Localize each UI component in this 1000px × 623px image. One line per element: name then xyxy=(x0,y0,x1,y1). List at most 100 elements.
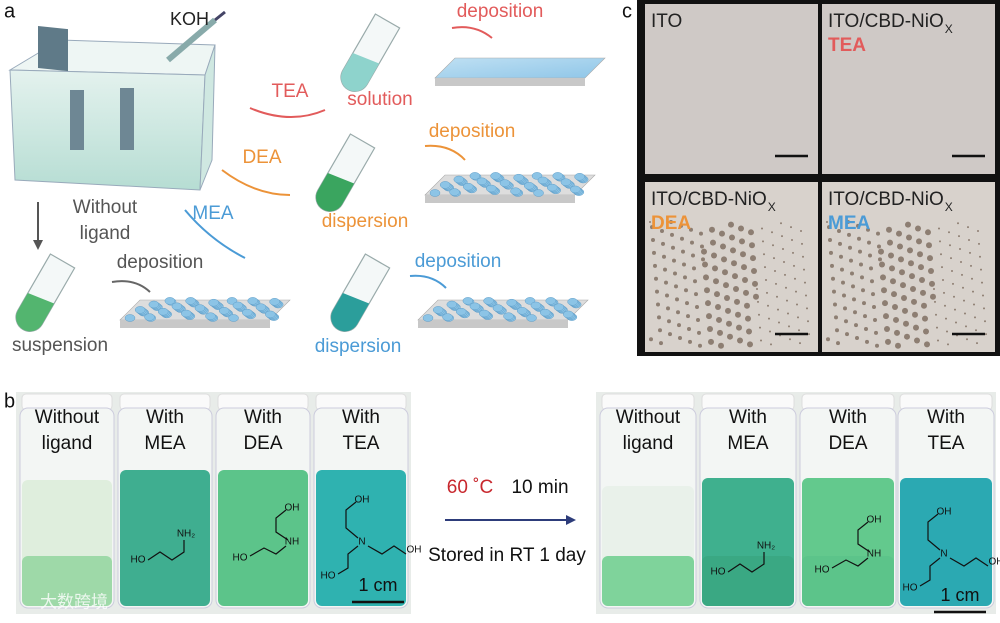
deposit-speck xyxy=(971,277,973,280)
arrow xyxy=(221,169,291,196)
particle xyxy=(194,304,206,312)
deposit-speck xyxy=(715,304,721,311)
deposit-speck xyxy=(859,262,863,267)
deposit-speck xyxy=(922,315,928,322)
label: 大数跨境 xyxy=(40,592,108,611)
deposit-speck xyxy=(705,300,711,307)
deposit-speck xyxy=(788,325,790,328)
deposit-speck xyxy=(965,325,967,328)
deposit-speck xyxy=(795,290,797,293)
deposit-speck xyxy=(743,289,749,296)
deposit-speck xyxy=(689,227,693,232)
deposit-speck xyxy=(808,333,810,336)
deposit-speck xyxy=(736,324,742,331)
label: HO xyxy=(233,553,248,564)
deposit-speck xyxy=(876,231,880,236)
deposit-speck xyxy=(729,234,735,241)
deposit-speck xyxy=(747,341,753,348)
deposit-speck xyxy=(982,294,984,297)
label: With xyxy=(927,407,965,428)
particle xyxy=(503,312,514,320)
deposit-speck xyxy=(972,290,974,293)
particle xyxy=(269,298,280,306)
deposit-speck xyxy=(896,230,902,237)
deposit-speck xyxy=(838,241,842,246)
deposit-speck xyxy=(792,251,794,254)
particle xyxy=(429,189,441,197)
deposit-speck xyxy=(852,297,856,302)
deposit-speck xyxy=(839,254,843,259)
deposit-speck xyxy=(850,271,854,276)
deposit-speck xyxy=(967,226,969,229)
label: DEA xyxy=(828,433,867,454)
deposit-speck xyxy=(957,222,959,225)
deposit-speck xyxy=(877,244,881,249)
deposit-speck xyxy=(734,298,740,305)
vial-sediment xyxy=(802,556,894,606)
deposit-speck xyxy=(836,341,840,346)
deposit-speck xyxy=(923,328,929,335)
particle xyxy=(242,308,253,317)
particle xyxy=(492,304,504,312)
deposit-speck xyxy=(910,286,916,293)
test-tube xyxy=(315,133,376,212)
deposit-speck xyxy=(671,245,675,250)
deposit-speck xyxy=(660,229,664,234)
deposit-speck xyxy=(799,342,801,345)
particle xyxy=(523,182,535,190)
deposit-speck xyxy=(977,230,979,233)
particle xyxy=(462,297,474,305)
deposit-speck xyxy=(913,324,919,331)
deposit-speck xyxy=(842,293,846,298)
deposit-speck xyxy=(703,274,709,281)
deposit-speck xyxy=(916,238,922,245)
deposit-speck xyxy=(826,221,828,223)
deposit-speck xyxy=(945,317,947,320)
particle xyxy=(144,313,155,321)
deposit-speck xyxy=(662,254,666,259)
deposit-speck xyxy=(964,312,966,315)
particle xyxy=(510,187,521,195)
deposit-speck xyxy=(969,251,971,254)
particle xyxy=(247,297,258,305)
deposit-speck xyxy=(949,244,951,247)
label: b xyxy=(4,390,15,412)
deposit-speck xyxy=(694,292,698,297)
label: ligand xyxy=(42,433,93,454)
substrate-edge xyxy=(120,320,270,328)
particle xyxy=(228,314,239,322)
label: OH xyxy=(355,495,370,506)
deposit-speck xyxy=(719,230,725,237)
deposit-speck xyxy=(746,328,752,335)
deposit-speck xyxy=(711,252,717,259)
label: ITO/CBD-NiO xyxy=(651,189,767,210)
deposit-speck xyxy=(929,280,935,287)
deposit-speck xyxy=(783,260,785,263)
deposit-speck xyxy=(861,288,865,293)
deposit-speck xyxy=(764,266,766,269)
particle xyxy=(526,314,537,322)
particle xyxy=(547,183,558,192)
deposit-speck xyxy=(770,343,772,346)
particle xyxy=(265,310,276,319)
deposit-speck xyxy=(898,256,904,263)
label: NH₂ xyxy=(177,529,195,540)
deposit-speck xyxy=(761,227,763,230)
label: HO xyxy=(131,555,146,566)
deposit-speck xyxy=(978,242,980,245)
label: TEA xyxy=(828,35,866,56)
deposit-speck xyxy=(678,335,682,340)
deposit-speck xyxy=(735,311,741,318)
label: c xyxy=(622,0,632,22)
bond xyxy=(275,509,289,541)
deposit-speck xyxy=(868,253,872,258)
deposit-speck xyxy=(658,328,662,333)
substrate xyxy=(434,57,606,79)
deposit-speck xyxy=(930,293,936,300)
particle xyxy=(462,182,474,191)
deposit-speck xyxy=(873,317,877,322)
arrow xyxy=(451,26,493,39)
deposit-speck xyxy=(676,310,680,315)
deposit-speck xyxy=(915,225,921,232)
deposit-speck xyxy=(897,243,903,250)
